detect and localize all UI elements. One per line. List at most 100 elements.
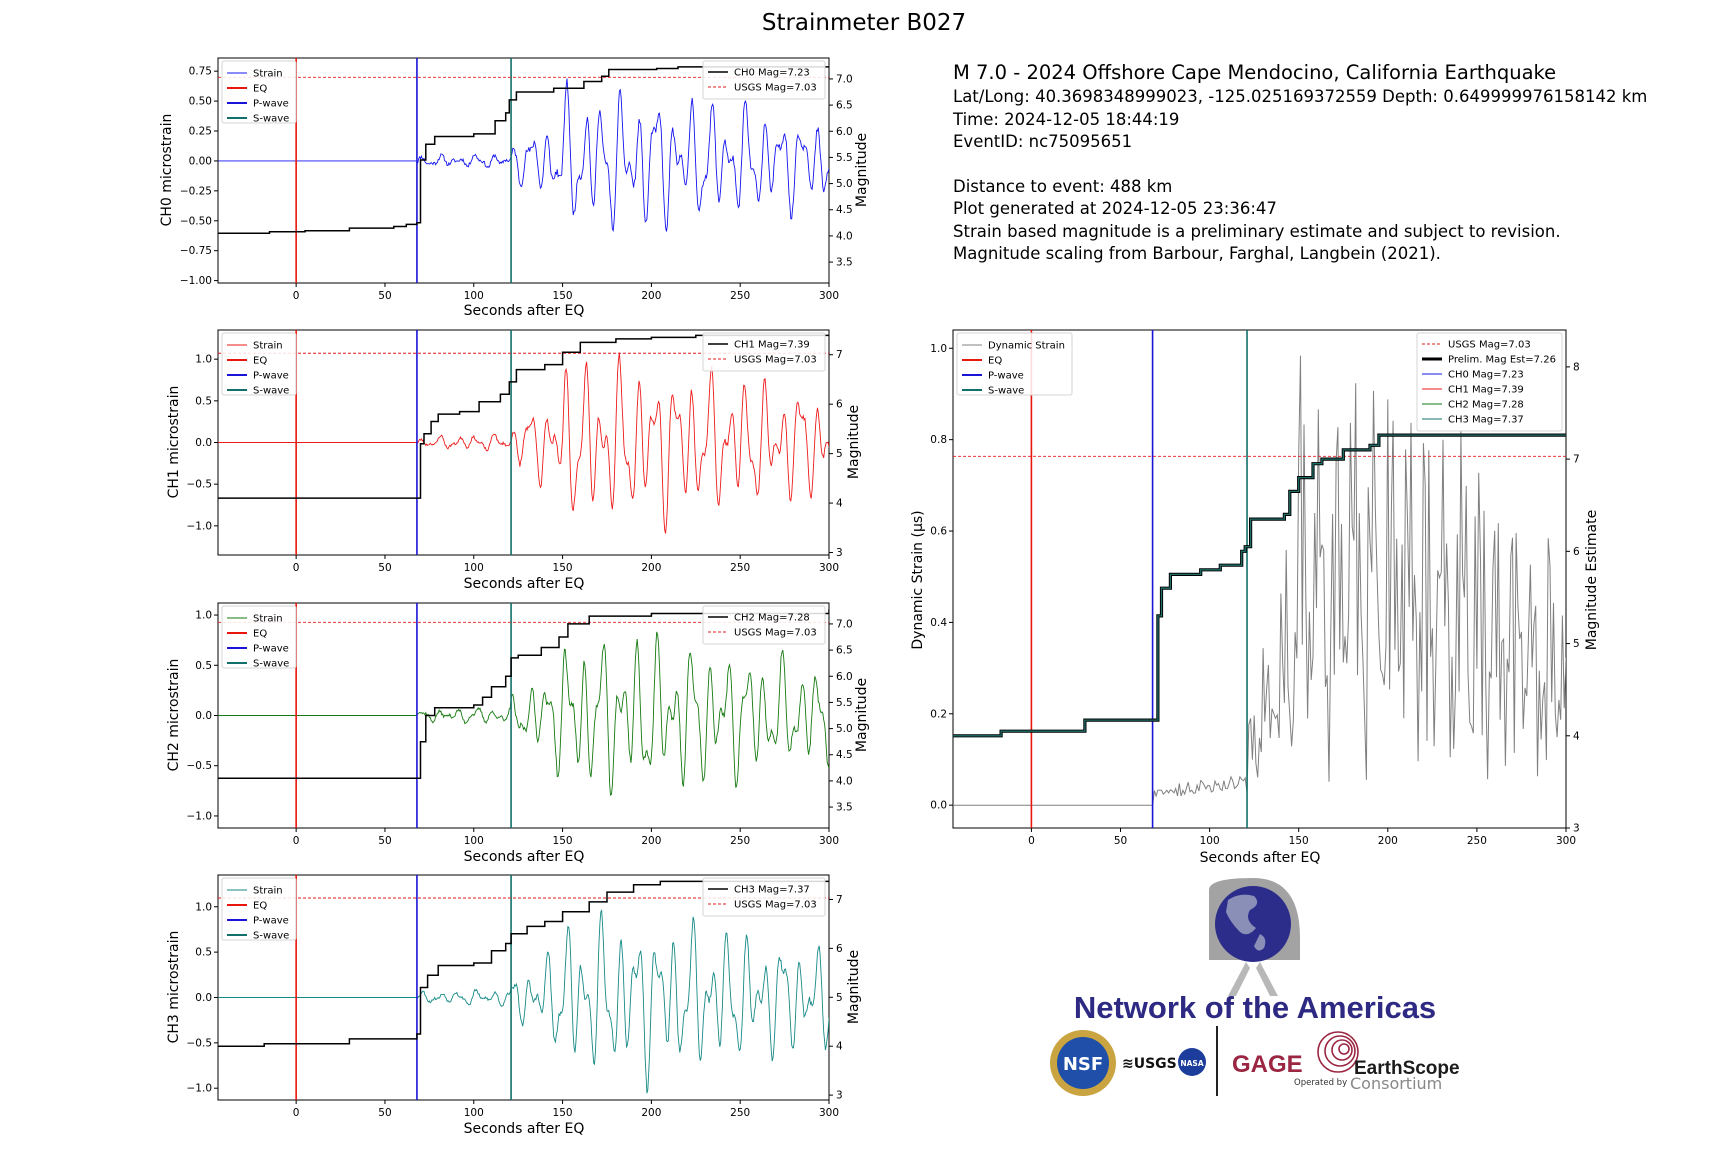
panel-dynamic: Seconds after EQ Dynamic Strain (μs) Mag…	[910, 329, 1600, 866]
y2-tick-label: 5.5	[836, 152, 853, 164]
y2-tick-label: 4.5	[836, 749, 853, 761]
channel-mag-overlay	[953, 434, 1566, 737]
x-axis-label: Seconds after EQ	[464, 849, 585, 865]
x-tick-label: 100	[464, 835, 484, 847]
plot-area	[218, 603, 829, 828]
y-tick-label: 0.0	[195, 437, 212, 449]
scaling-note: Magnitude scaling from Barbour, Farghal,…	[953, 244, 1441, 263]
event-info: M 7.0 - 2024 Offshore Cape Mendocino, Ca…	[953, 60, 1713, 266]
legend-label: CH3 Mag=7.37	[734, 885, 810, 896]
y-tick-label: 0.75	[189, 66, 212, 78]
magnitude-line	[218, 880, 829, 1047]
globe-tower-icon	[1209, 878, 1300, 996]
legend-label: Strain	[253, 614, 283, 625]
figure-title: Strainmeter B027	[762, 10, 966, 36]
y-tick-label: 1.0	[195, 610, 212, 622]
y2-tick-label: 8	[1573, 361, 1580, 373]
y2-tick-label: 7.0	[836, 73, 853, 85]
y-tick-label: −0.5	[187, 479, 213, 491]
y-tick-label: 0.6	[930, 526, 947, 538]
legend-label: P-wave	[253, 99, 289, 110]
legend-label: CH0 Mag=7.23	[734, 68, 810, 79]
network-name: Network of the Americas	[1074, 990, 1436, 1025]
y-tick-label: 0.0	[195, 710, 212, 722]
network-logo: Network of the Americas NSF ≋USGS NASA G…	[1050, 878, 1460, 1096]
axes-frame	[217, 874, 830, 1101]
x-tick-label: 300	[819, 562, 839, 574]
x-tick-label: 0	[293, 290, 300, 302]
y2-tick-label: 7	[836, 349, 843, 361]
y-tick-label: −1.0	[187, 520, 213, 532]
legend-box	[702, 60, 826, 100]
legend-label: P-wave	[253, 371, 289, 382]
legend-box	[221, 605, 297, 669]
event-distance: Distance to event: 488 km	[953, 176, 1173, 196]
y-tick-label: 0.0	[195, 992, 212, 1004]
legend-label: S-wave	[253, 386, 289, 397]
y2-axis-label: Magnitude	[846, 950, 862, 1024]
legend-label: EQ	[988, 356, 1002, 367]
strain-series-line	[218, 909, 829, 1094]
y2-tick-label: 3.5	[836, 802, 853, 814]
plot-area	[953, 330, 1566, 828]
legend-label: Prelim. Mag Est=7.26	[1448, 355, 1556, 366]
x-tick-label: 250	[730, 1107, 750, 1119]
x-tick-label: 150	[553, 1107, 573, 1119]
axes-frame	[952, 329, 1567, 829]
y2-tick-label: 6	[1573, 546, 1580, 558]
x-tick-label: 0	[293, 562, 300, 574]
magnitude-note: Strain based magnitude is a preliminary …	[953, 221, 1561, 241]
y-tick-label: 0.8	[930, 434, 947, 446]
y-tick-label: 0.2	[930, 708, 947, 720]
y2-tick-label: 4	[1573, 730, 1580, 742]
strain-series-line	[218, 352, 829, 534]
legend-right: USGS Mag=7.03 Prelim. Mag Est=7.26 CH0 Mag…	[1416, 332, 1563, 432]
strain-series-line	[953, 355, 1566, 806]
y2-tick-label: 4.0	[836, 775, 853, 787]
y-tick-label: 0.5	[195, 660, 212, 672]
y-tick-label: 1.0	[195, 354, 212, 366]
legend-left: Strain EQ P-wave S-wave	[221, 605, 297, 670]
x-tick-label: 0	[293, 835, 300, 847]
logo-divider	[1216, 1026, 1218, 1096]
x-tick-label: 250	[1467, 835, 1487, 847]
gage-logo: GAGE	[1232, 1051, 1303, 1078]
y2-axis-label: Magnitude	[846, 405, 862, 479]
legend-right: CH2 Mag=7.28 USGS Mag=7.03	[702, 605, 826, 645]
x-tick-label: 50	[1114, 835, 1127, 847]
y-tick-label: −0.75	[180, 245, 212, 257]
x-axis-label: Seconds after EQ	[464, 303, 585, 319]
legend-label: S-wave	[253, 114, 289, 125]
earthscope-text: EarthScope	[1354, 1058, 1460, 1079]
x-tick-label: 50	[378, 290, 391, 302]
y2-axis-label: Magnitude Estimate	[1584, 510, 1600, 650]
usgs-logo: ≋USGS	[1122, 1056, 1177, 1072]
y-tick-label: −0.50	[180, 215, 212, 227]
x-tick-label: 150	[1289, 835, 1309, 847]
legend-label: CH0 Mag=7.23	[1448, 370, 1524, 381]
panel-ch3: Seconds after EQ CH3 microstrain Magnitu…	[166, 874, 862, 1137]
y2-tick-label: 6.0	[836, 126, 853, 138]
legend-right: CH3 Mag=7.37 USGS Mag=7.03	[702, 877, 826, 917]
legend-label: CH3 Mag=7.37	[1448, 415, 1524, 426]
y-axis-label: CH1 microstrain	[166, 386, 182, 499]
legend-box	[221, 877, 297, 941]
y-tick-label: 0.5	[195, 395, 212, 407]
y2-tick-label: 7	[1573, 454, 1580, 466]
y2-tick-label: 5.5	[836, 697, 853, 709]
y-tick-label: −0.25	[180, 185, 212, 197]
legend-label: Strain	[253, 886, 283, 897]
legend-left: Dynamic Strain EQ P-wave S-wave	[956, 332, 1073, 397]
x-tick-label: 200	[641, 290, 661, 302]
legend-label: USGS Mag=7.03	[734, 83, 817, 94]
legend-box	[702, 332, 826, 372]
nasa-logo-icon: NASA	[1178, 1048, 1206, 1076]
legend-label: Strain	[253, 69, 283, 80]
y2-tick-label: 3	[1573, 823, 1580, 835]
x-tick-label: 250	[730, 835, 750, 847]
panel-ch2: Seconds after EQ CH2 microstrain Magnitu…	[166, 602, 870, 865]
y2-tick-label: 4	[836, 1041, 843, 1053]
nsf-seal-icon: NSF	[1050, 1030, 1116, 1096]
y2-tick-label: 7	[836, 894, 843, 906]
y-tick-label: 0.0	[930, 800, 947, 812]
